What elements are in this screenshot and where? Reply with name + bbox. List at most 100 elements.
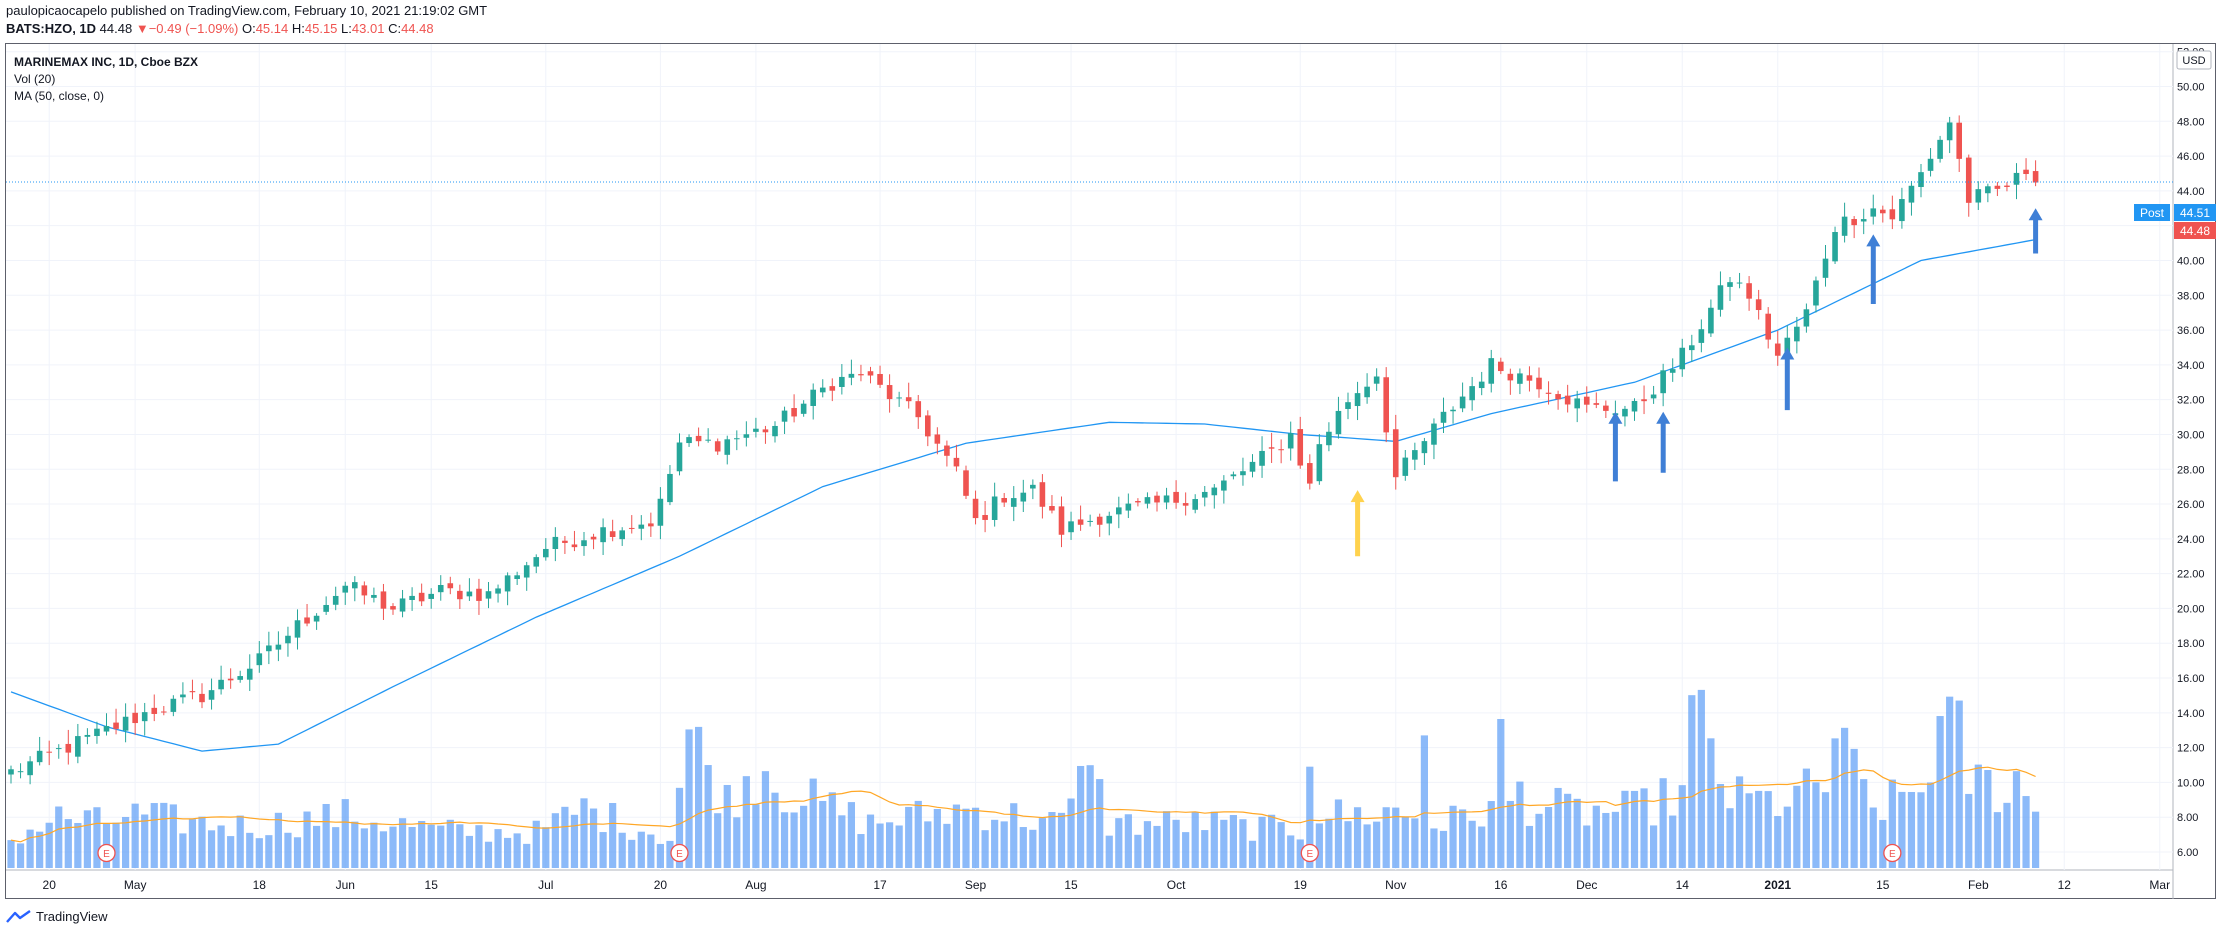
candle-body xyxy=(1412,450,1418,460)
volume-bar xyxy=(914,800,922,868)
legend-volume[interactable]: Vol (20) xyxy=(14,72,56,86)
price-tick-label: 20.00 xyxy=(2177,603,2205,615)
price-tick-label: 16.00 xyxy=(2177,673,2205,685)
volume-bar xyxy=(1182,832,1190,868)
currency-box[interactable] xyxy=(2176,50,2212,70)
time-tick-label: 15 xyxy=(1876,878,1890,892)
candle-body xyxy=(1077,519,1084,525)
volume-bar xyxy=(1277,822,1285,868)
candle-body xyxy=(1908,185,1915,203)
candle-body xyxy=(294,620,301,638)
volume-bar xyxy=(714,813,722,868)
time-tick-label: Feb xyxy=(1968,878,1989,892)
volume-bar xyxy=(1774,816,1782,868)
candle-body xyxy=(1478,381,1485,389)
candle-layer xyxy=(8,115,2039,785)
volume-bar xyxy=(475,825,483,868)
symbol-quote-line: BATS:HZO, 1D 44.48 ▼−0.49 (−1.09%) O:45.… xyxy=(6,21,434,36)
candle-body xyxy=(1316,444,1323,482)
volume-bar xyxy=(1669,815,1677,868)
candle-body xyxy=(1841,216,1848,236)
volume-bar xyxy=(1210,811,1218,868)
candle-body xyxy=(390,606,396,610)
volume-bar xyxy=(570,814,579,868)
volume-bar xyxy=(838,815,846,868)
volume-bar xyxy=(1564,793,1572,868)
volume-bar xyxy=(55,806,63,868)
volume-bar xyxy=(322,803,330,868)
candle-body xyxy=(1660,370,1666,394)
volume-bar xyxy=(456,824,464,868)
last-price-badge xyxy=(2174,222,2216,239)
volume-bar xyxy=(1115,818,1123,868)
time-tick-label: 15 xyxy=(425,878,439,892)
volume-bar xyxy=(1841,727,1849,868)
volume-bar xyxy=(561,806,569,868)
volume-bar xyxy=(647,834,655,868)
candle-body xyxy=(1230,474,1237,477)
candle-body xyxy=(514,575,520,579)
candle-body xyxy=(1488,358,1495,384)
candle-body xyxy=(1154,495,1160,503)
candle-body xyxy=(103,726,110,732)
candle-body xyxy=(1354,393,1361,407)
volume-bar xyxy=(112,822,120,868)
candle-body xyxy=(934,434,941,444)
candle-body xyxy=(1440,411,1447,423)
candle-body xyxy=(409,595,415,600)
volume-bar xyxy=(1201,830,1209,868)
volume-bar xyxy=(1287,835,1295,868)
candle-body xyxy=(1010,498,1017,507)
time-axis[interactable]: 20 May 18 Jun 15 Jul 20 Aug 17 Sep 15 Oct 19 Nov 16 Dec… xyxy=(43,878,2171,892)
volume-bar xyxy=(905,806,913,868)
volume-bar xyxy=(1974,764,1982,868)
volume-bar xyxy=(1162,811,1171,868)
volume-ma-line xyxy=(10,766,2036,843)
volume-bar xyxy=(1411,818,1419,868)
volume-bar xyxy=(446,819,454,868)
volume-bar xyxy=(1525,825,1534,868)
volume-bar xyxy=(1306,766,1314,868)
volume-bar xyxy=(761,771,770,868)
candle-body xyxy=(1975,189,1982,203)
open-value: 45.14 xyxy=(255,21,289,36)
candle-body xyxy=(361,585,368,596)
volume-bar xyxy=(255,838,263,868)
volume-bar xyxy=(207,830,216,868)
candle-body xyxy=(132,712,138,724)
volume-bar xyxy=(265,835,273,868)
legend-ma[interactable]: MA (50, close, 0) xyxy=(14,89,105,103)
volume-bar xyxy=(150,803,158,868)
volume-bar xyxy=(924,821,932,868)
volume-bar xyxy=(1707,738,1715,868)
volume-bar xyxy=(1430,828,1438,868)
chart-legend: MARINEMAX INC, 1D, Cboe BZX Vol (20) MA … xyxy=(14,54,198,105)
candle-body xyxy=(485,591,492,599)
price-tick-label: 44.00 xyxy=(2177,186,2205,198)
low-label: L: xyxy=(341,21,352,36)
candle-body xyxy=(2032,171,2039,183)
candle-body xyxy=(1221,480,1227,491)
volume-bar xyxy=(1573,798,1581,868)
candle-body xyxy=(695,435,702,442)
candle-body xyxy=(304,617,310,624)
publish-info: paulopicaocapelo published on TradingVie… xyxy=(6,3,488,18)
candle-body xyxy=(1240,471,1246,476)
candle-body xyxy=(743,434,750,438)
volume-bar xyxy=(122,816,130,868)
volume-bar xyxy=(1755,790,1763,868)
footer-brand[interactable]: TradingView xyxy=(6,909,108,924)
price-tick-label: 22.00 xyxy=(2177,569,2205,581)
volume-bar xyxy=(1583,825,1591,868)
price-tick-label: 8.00 xyxy=(2177,812,2198,824)
candle-body xyxy=(1564,395,1571,405)
volume-bar xyxy=(589,808,598,868)
candle-body xyxy=(1631,400,1638,412)
candle-body xyxy=(1450,409,1456,412)
volume-bar xyxy=(246,832,254,868)
price-axis[interactable]: 6.00 8.00 10.00 12.00 14.00 16.00 18.00 20.00 22… xyxy=(2177,47,2205,859)
volume-bar xyxy=(1860,779,1868,868)
candle-body xyxy=(1698,329,1705,343)
volume-bar xyxy=(169,804,177,868)
